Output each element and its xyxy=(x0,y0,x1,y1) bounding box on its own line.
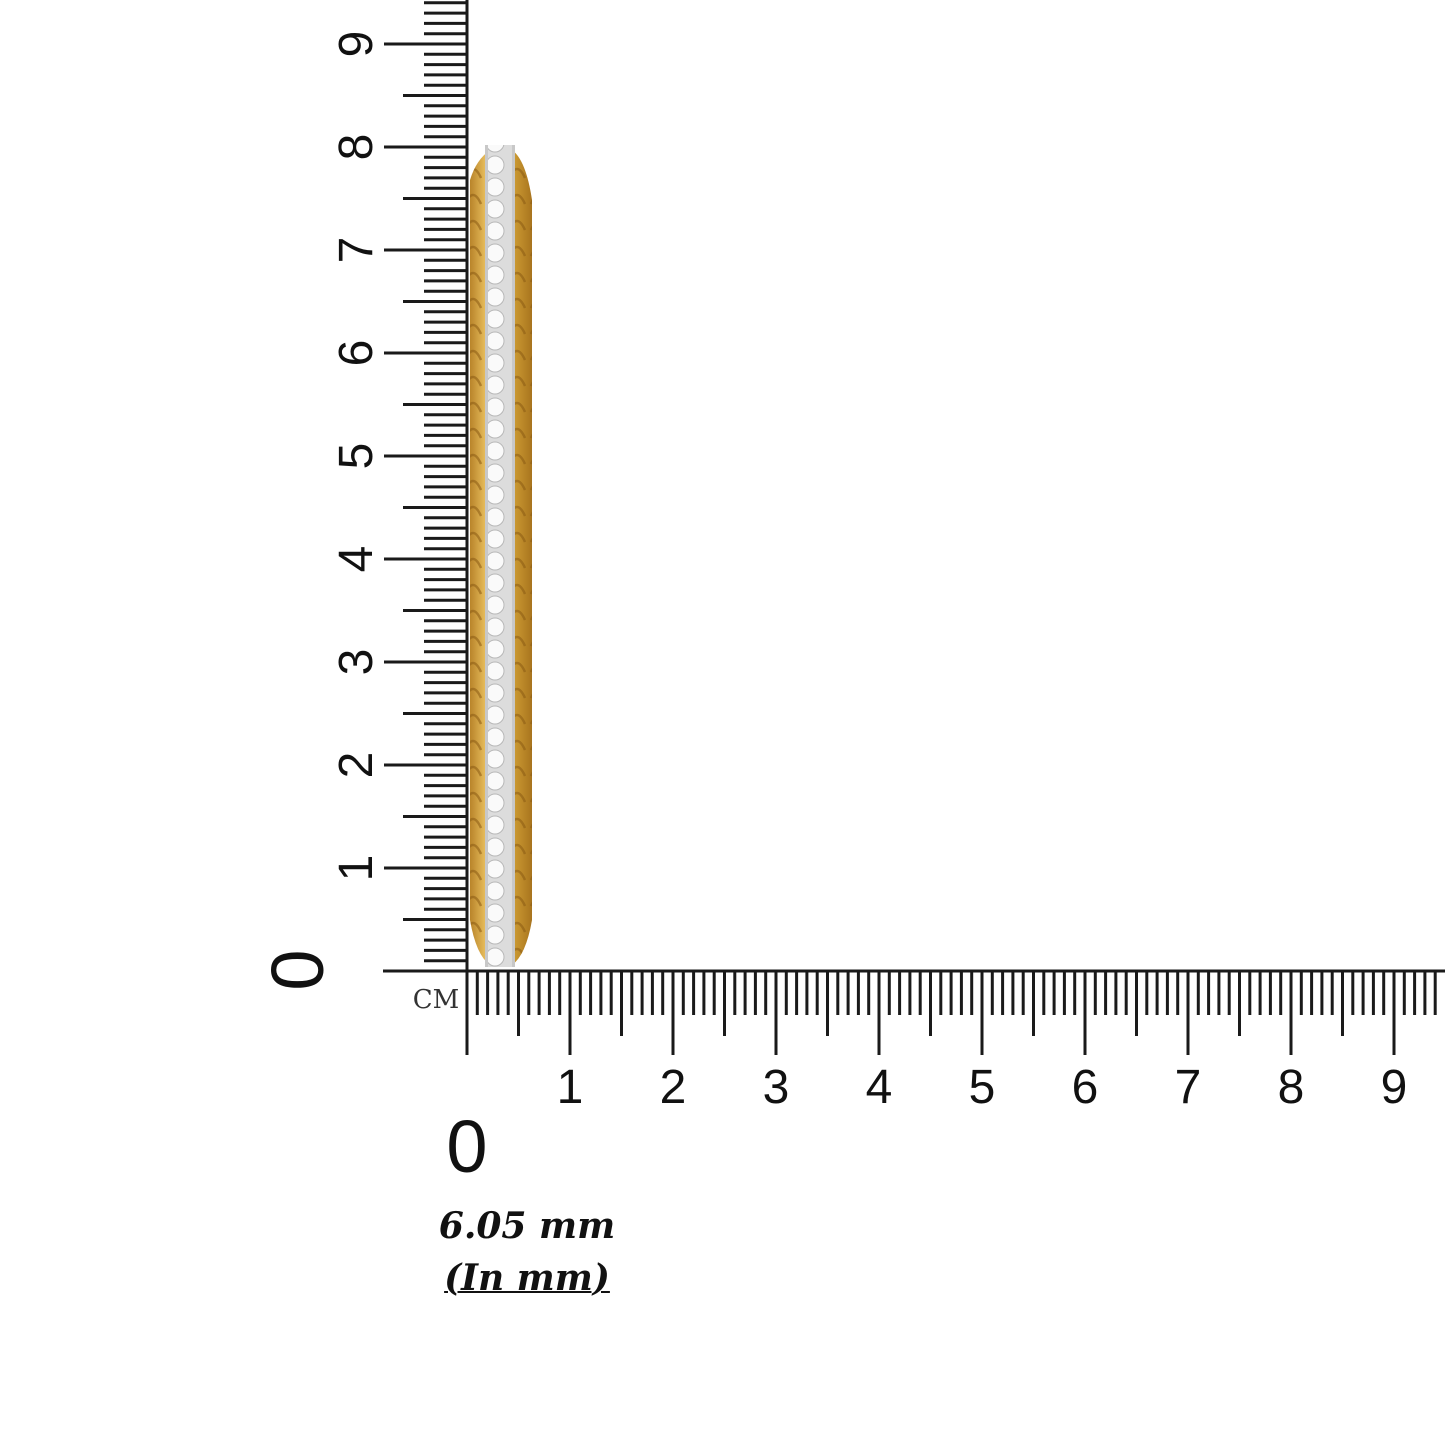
tick-label: 9 xyxy=(1381,1061,1408,1114)
tick-label: 2 xyxy=(660,1061,687,1114)
tick-label: 1 xyxy=(330,855,383,882)
tick-label: 5 xyxy=(969,1061,996,1114)
bangle-image xyxy=(470,145,532,967)
origin-label-vertical: 0 xyxy=(256,949,339,990)
vertical-ruler xyxy=(384,0,469,1055)
tick-label: 8 xyxy=(330,134,383,161)
tick-label: 4 xyxy=(866,1061,893,1114)
measurement-text: 6.05 mm xyxy=(438,1205,616,1247)
tick-label: 9 xyxy=(330,31,383,58)
horizontal-ruler xyxy=(383,969,1445,1055)
tick-label: 6 xyxy=(330,340,383,367)
unit-label: CM xyxy=(413,985,460,1015)
tick-label: 7 xyxy=(330,237,383,264)
tick-label: 3 xyxy=(330,649,383,676)
tick-label: 5 xyxy=(330,443,383,470)
tick-label: 7 xyxy=(1175,1061,1202,1114)
origin-label-horizontal: 0 xyxy=(446,1105,487,1188)
tick-label: 1 xyxy=(557,1061,584,1114)
tick-label: 4 xyxy=(330,546,383,573)
tick-label: 8 xyxy=(1278,1061,1305,1114)
tick-label: 6 xyxy=(1072,1061,1099,1114)
tick-label: 2 xyxy=(330,752,383,779)
unit-note: (In mm) xyxy=(444,1257,610,1299)
tick-label: 3 xyxy=(763,1061,790,1114)
